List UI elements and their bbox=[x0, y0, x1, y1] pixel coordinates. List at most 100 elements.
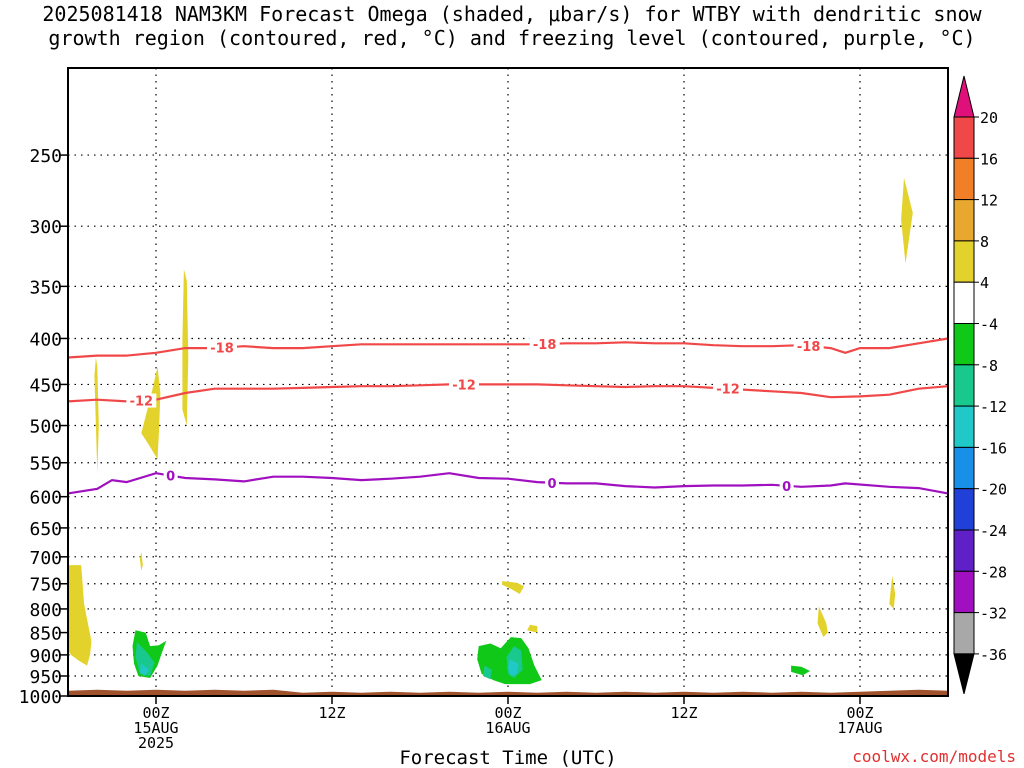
grid bbox=[68, 68, 948, 697]
chart-title: 2025081418 NAM3KM Forecast Omega (shaded… bbox=[0, 2, 1024, 50]
colorbar-bin bbox=[953, 612, 975, 655]
contour-label: -18 bbox=[797, 340, 821, 355]
omega-region bbox=[139, 663, 149, 676]
y-tick-label: 350 bbox=[29, 277, 62, 298]
chart-title-line-1: 2025081418 NAM3KM Forecast Omega (shaded… bbox=[42, 2, 982, 26]
colorbar-label: -32 bbox=[980, 605, 1007, 623]
contour-label-bg bbox=[545, 475, 559, 490]
contour-line bbox=[67, 383, 949, 403]
colorbar-label: -16 bbox=[980, 439, 1007, 457]
colorbar-label: 4 bbox=[980, 274, 989, 292]
x-tick-label: 17AUG bbox=[837, 719, 882, 737]
omega-region bbox=[94, 357, 99, 474]
colorbar-label: -20 bbox=[980, 481, 1007, 499]
temperature-contours: -18 -18 -18 -12 -12 -12 0 0 0 bbox=[67, 337, 949, 495]
colorbar-bin bbox=[953, 405, 975, 448]
contour-label-bg bbox=[449, 377, 479, 392]
y-tick-label: 450 bbox=[29, 375, 62, 396]
y-tick-label: 950 bbox=[29, 667, 62, 688]
contour-label-bg bbox=[207, 340, 237, 355]
colorbar-label: -4 bbox=[980, 316, 998, 334]
y-tick-label: 650 bbox=[29, 519, 62, 540]
x-tick-label: 15AUG bbox=[133, 719, 178, 737]
omega-region bbox=[901, 177, 913, 264]
contour-label-bg bbox=[713, 381, 743, 396]
x-tick-label: 12Z bbox=[670, 704, 697, 722]
x-tick-label: 16AUG bbox=[485, 719, 530, 737]
contour-label: 0 bbox=[782, 480, 791, 495]
contour-label: -12 bbox=[452, 378, 476, 393]
omega-region bbox=[889, 575, 896, 609]
y-tick-label: 700 bbox=[29, 548, 62, 569]
colorbar-label: 8 bbox=[980, 233, 989, 251]
colorbar-bin bbox=[953, 529, 975, 572]
colorbar-bin bbox=[953, 281, 975, 325]
x-tick-label: 00Z bbox=[846, 704, 873, 722]
y-tick-label: 550 bbox=[29, 454, 62, 475]
omega-region bbox=[791, 665, 811, 676]
colorbar-label: -28 bbox=[980, 563, 1007, 581]
contour-label: -18 bbox=[533, 338, 557, 353]
y-tick-label: 850 bbox=[29, 624, 62, 645]
y-tick-label: 750 bbox=[29, 575, 62, 596]
terrain bbox=[68, 689, 948, 696]
contour-label-bg bbox=[793, 338, 824, 353]
colorbar: 20 16 12 8 4 -4 -8 -12 -16 -20 -24 -28 -32 -36 bbox=[953, 75, 1007, 695]
omega-region bbox=[68, 565, 92, 666]
contour-label-bg bbox=[126, 393, 157, 408]
colorbar-label: -12 bbox=[980, 398, 1007, 416]
colorbar-bin bbox=[953, 446, 975, 490]
x-tick-label: 2025 bbox=[138, 734, 174, 752]
y-tick-label: 600 bbox=[29, 488, 62, 509]
omega-region bbox=[508, 659, 519, 676]
contour-label: 0 bbox=[166, 470, 175, 485]
colorbar-max-arrow bbox=[953, 75, 975, 118]
x-tick-label: 12Z bbox=[318, 704, 345, 722]
omega-region bbox=[135, 641, 155, 676]
contour-label: -12 bbox=[716, 383, 740, 398]
y-tick-label: 500 bbox=[29, 417, 62, 438]
x-tick-label: 00Z bbox=[142, 704, 169, 722]
omega-region bbox=[141, 366, 161, 460]
omega-region bbox=[527, 624, 538, 633]
contour-label: -18 bbox=[210, 342, 234, 357]
omega-region bbox=[817, 606, 828, 638]
terrain-band bbox=[68, 689, 948, 696]
y-tick-label: 250 bbox=[29, 146, 62, 167]
omega-region bbox=[483, 665, 492, 680]
colorbar-label: 20 bbox=[980, 109, 998, 127]
credit-text[interactable]: coolwx.com/models bbox=[852, 747, 1016, 766]
omega-shading bbox=[68, 177, 913, 685]
colorbar-bin bbox=[953, 570, 975, 614]
colorbar-bin bbox=[953, 199, 975, 242]
colorbar-label: 16 bbox=[980, 150, 998, 168]
omega-region bbox=[139, 551, 143, 571]
y-tick-label: 400 bbox=[29, 329, 62, 350]
colorbar-bin bbox=[953, 323, 975, 366]
contour-label: 0 bbox=[547, 477, 556, 492]
colorbar-label: -36 bbox=[980, 646, 1007, 664]
contour-label-bg bbox=[779, 478, 794, 493]
contour-line bbox=[67, 472, 949, 495]
contour-label-bg bbox=[163, 468, 178, 483]
y-tick-label: 300 bbox=[29, 217, 62, 238]
omega-region bbox=[502, 581, 525, 594]
y-tick-label: 1000 bbox=[19, 687, 62, 708]
y-axis-ticks: 2503003504004505005506006507007508008509… bbox=[19, 146, 68, 708]
colorbar-bin bbox=[953, 116, 975, 159]
x-axis-label: Forecast Time (UTC) bbox=[399, 747, 616, 768]
colorbar-label: -8 bbox=[980, 357, 998, 375]
colorbar-bin bbox=[953, 157, 975, 201]
x-tick-label: 00Z bbox=[494, 704, 521, 722]
colorbar-bin bbox=[953, 240, 975, 283]
contour-label: -12 bbox=[130, 395, 154, 410]
colorbar-bin bbox=[953, 364, 975, 407]
contour-label-bg bbox=[529, 337, 560, 352]
chart-title-line-2: growth region (contoured, red, °C) and f… bbox=[48, 26, 976, 50]
colorbar-min-arrow bbox=[953, 653, 975, 695]
y-tick-label: 800 bbox=[29, 600, 62, 621]
colorbar-label: -24 bbox=[980, 522, 1007, 540]
y-tick-label: 900 bbox=[29, 646, 62, 667]
